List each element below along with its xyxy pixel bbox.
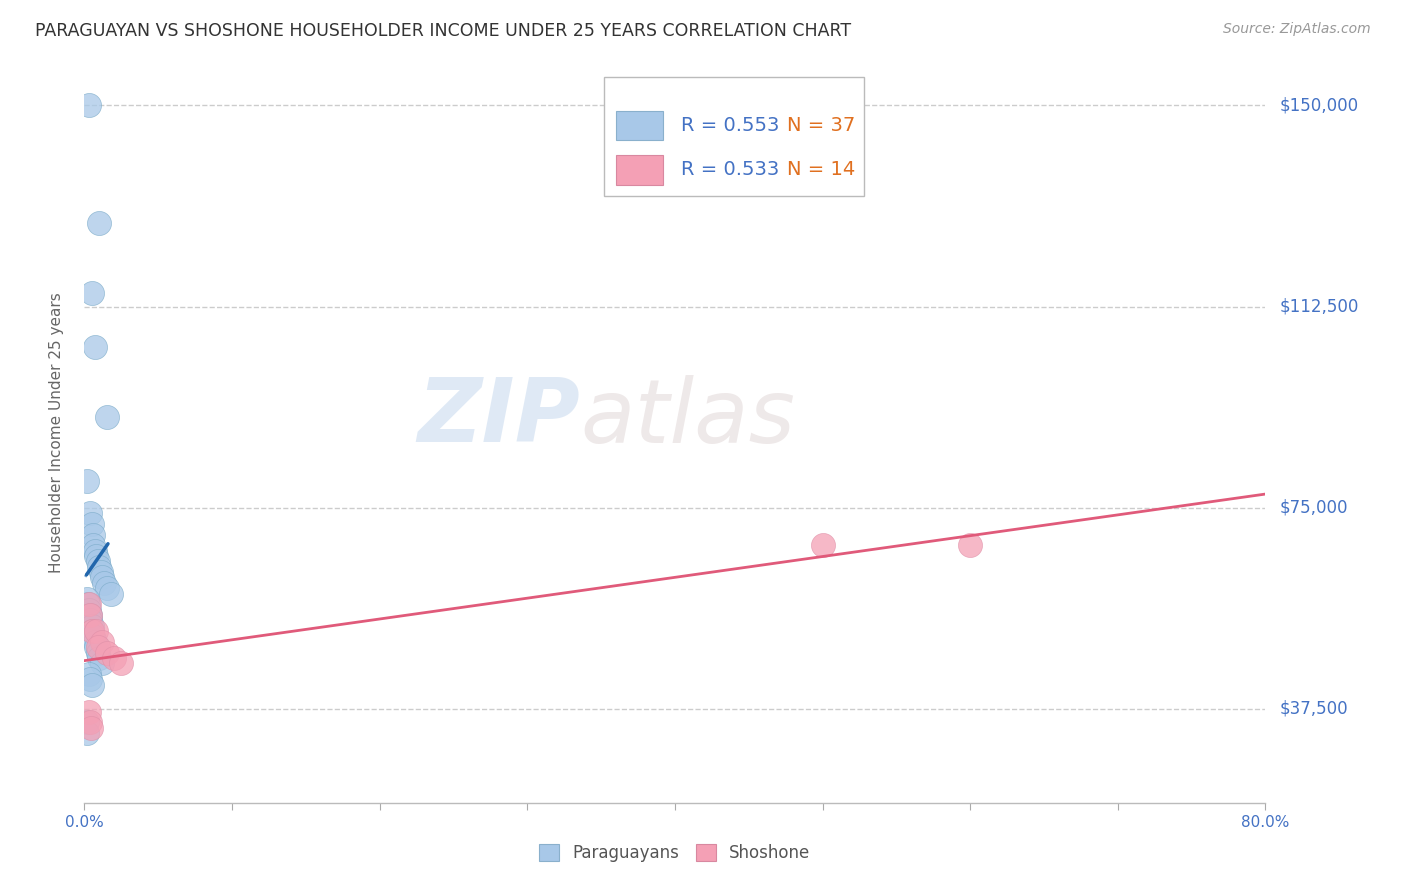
Point — [77, 597, 100, 611]
Point — [86, 646, 108, 660]
Point — [959, 538, 981, 552]
Bar — [616, 155, 664, 185]
Text: N = 14: N = 14 — [787, 161, 855, 179]
Point — [76, 474, 98, 488]
Point — [90, 565, 112, 579]
Text: Source: ZipAtlas.com: Source: ZipAtlas.com — [1223, 22, 1371, 37]
Point — [77, 602, 100, 616]
Point — [87, 216, 111, 230]
Point — [77, 705, 100, 719]
Point — [100, 586, 122, 600]
Point — [77, 667, 100, 681]
Bar — [616, 111, 664, 140]
Point — [77, 98, 100, 112]
Point — [80, 516, 103, 531]
Point — [96, 646, 118, 660]
Point — [80, 678, 103, 692]
Point — [91, 570, 114, 584]
Point — [82, 527, 104, 541]
Point — [79, 607, 101, 622]
Point — [77, 597, 100, 611]
Point — [86, 640, 108, 655]
Point — [79, 607, 101, 622]
Point — [83, 340, 105, 354]
Point — [86, 554, 108, 568]
Point — [91, 657, 114, 671]
Point — [80, 624, 103, 639]
Legend: Paraguayans, Shoshone: Paraguayans, Shoshone — [533, 837, 817, 869]
Point — [84, 624, 107, 639]
FancyBboxPatch shape — [605, 78, 863, 195]
Point — [79, 506, 101, 520]
Text: atlas: atlas — [581, 375, 796, 461]
Point — [80, 624, 103, 639]
Point — [80, 286, 103, 301]
Point — [80, 619, 103, 633]
Point — [87, 651, 111, 665]
Point — [76, 726, 98, 740]
Point — [93, 575, 115, 590]
Point — [80, 721, 103, 735]
Point — [82, 538, 104, 552]
Point — [76, 591, 98, 606]
Point — [84, 640, 107, 655]
Point — [84, 549, 107, 563]
Point — [110, 657, 132, 671]
Text: $37,500: $37,500 — [1279, 700, 1348, 718]
Point — [91, 635, 114, 649]
Y-axis label: Householder Income Under 25 years: Householder Income Under 25 years — [49, 293, 63, 573]
Point — [79, 614, 101, 628]
Text: R = 0.533: R = 0.533 — [681, 161, 779, 179]
Point — [96, 409, 118, 424]
Text: $150,000: $150,000 — [1279, 96, 1358, 114]
Point — [76, 715, 98, 730]
Point — [79, 715, 101, 730]
Point — [83, 543, 105, 558]
Text: ZIP: ZIP — [418, 375, 581, 461]
Point — [79, 673, 101, 687]
Point — [83, 635, 105, 649]
Text: N = 37: N = 37 — [787, 116, 855, 135]
Text: R = 0.553: R = 0.553 — [681, 116, 779, 135]
Point — [87, 559, 111, 574]
Point — [811, 538, 834, 552]
Point — [82, 630, 104, 644]
Text: $75,000: $75,000 — [1279, 499, 1348, 516]
Point — [96, 581, 118, 595]
Point — [103, 651, 125, 665]
Text: $112,500: $112,500 — [1279, 298, 1358, 316]
Text: PARAGUAYAN VS SHOSHONE HOUSEHOLDER INCOME UNDER 25 YEARS CORRELATION CHART: PARAGUAYAN VS SHOSHONE HOUSEHOLDER INCOM… — [35, 22, 851, 40]
